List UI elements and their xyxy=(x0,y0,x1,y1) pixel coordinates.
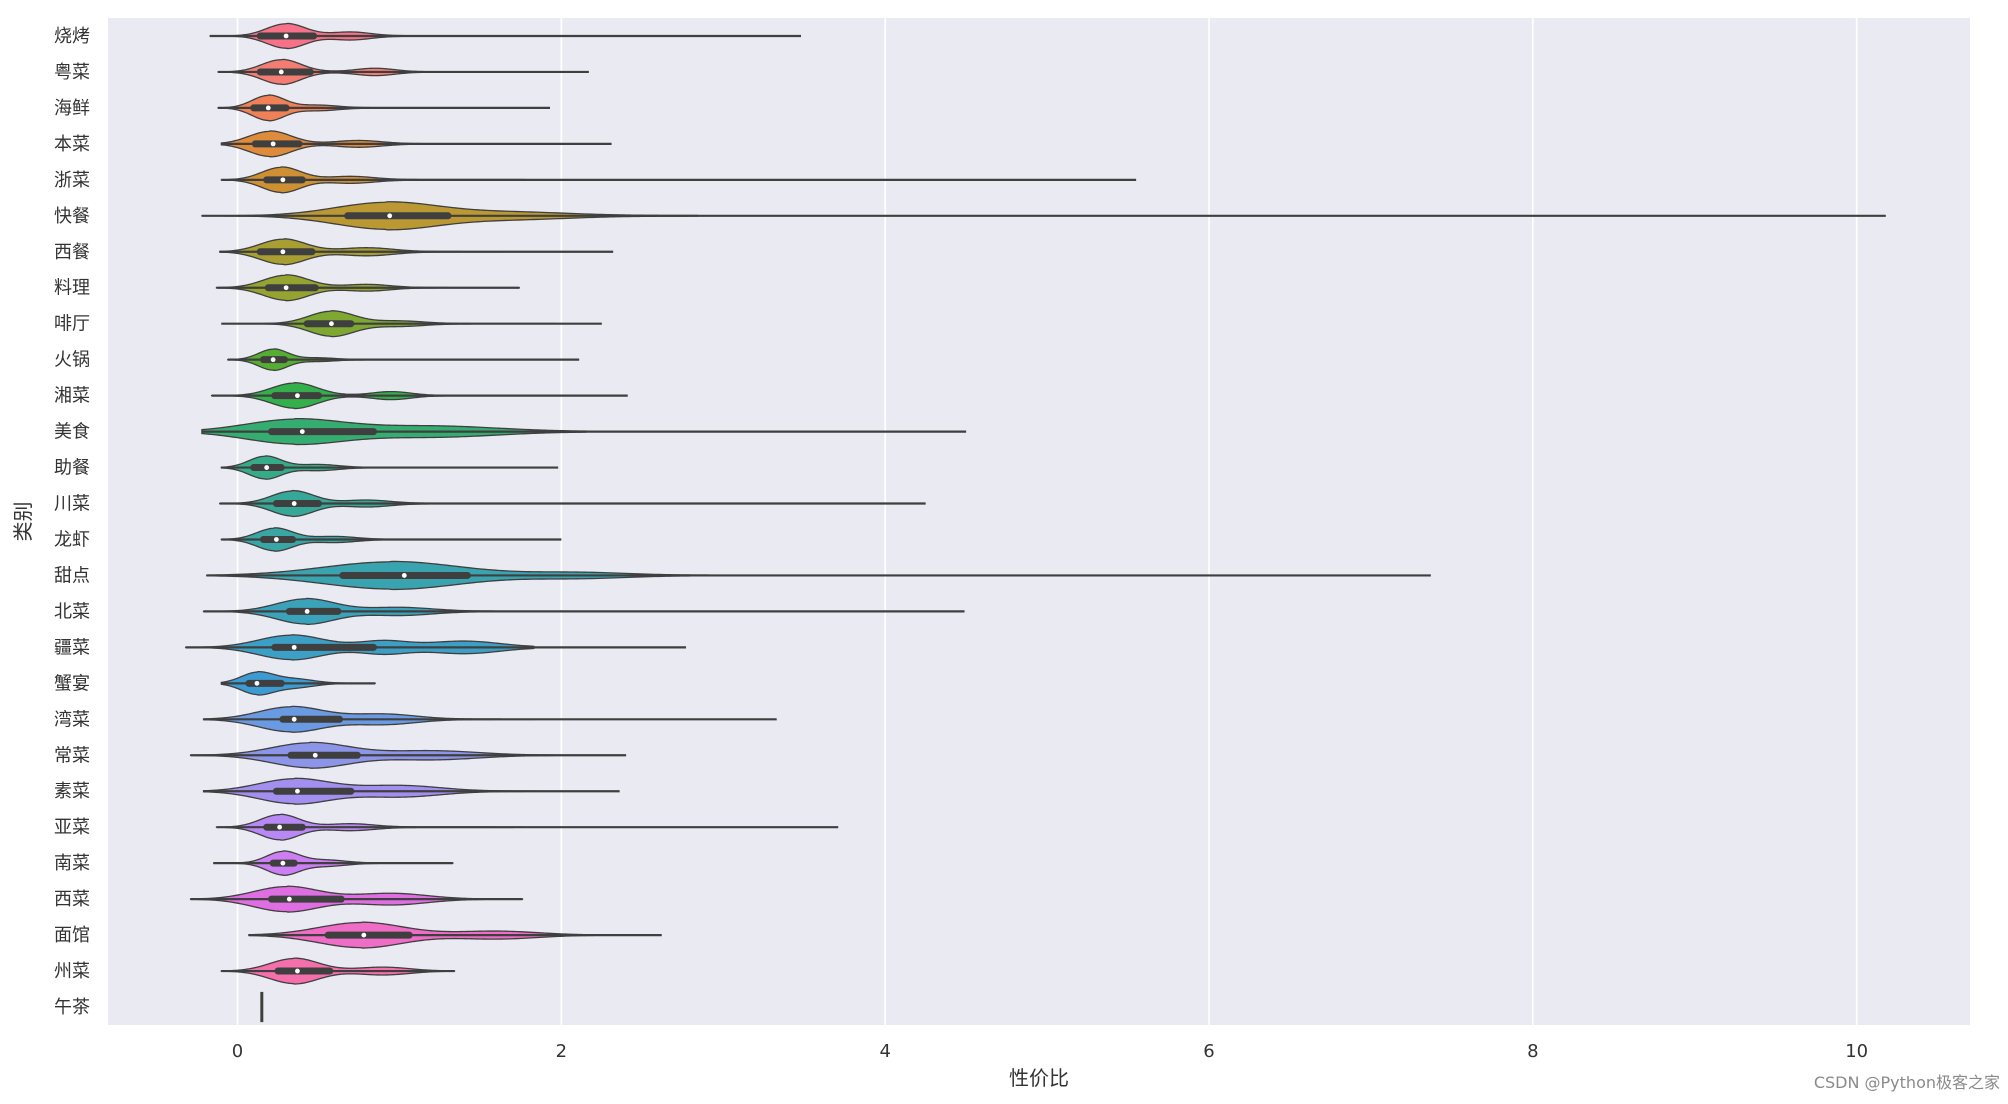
violin-面馆 xyxy=(248,921,662,949)
median-point xyxy=(361,932,367,938)
violin-海鲜 xyxy=(217,94,551,122)
violin-粤菜 xyxy=(217,58,589,86)
y-tick-label: 西菜 xyxy=(54,889,90,910)
y-tick-label: 州菜 xyxy=(54,961,90,982)
median-point xyxy=(280,860,286,866)
median-point xyxy=(304,609,310,614)
y-tick-label: 火锅 xyxy=(54,350,90,371)
y-tick-label: 素菜 xyxy=(54,781,90,802)
median-point xyxy=(264,465,270,470)
violin-常菜 xyxy=(189,741,627,769)
y-tick-label: 甜点 xyxy=(54,565,90,586)
violin-亚菜 xyxy=(215,813,839,841)
y-tick-label: 北菜 xyxy=(54,601,90,622)
median-point xyxy=(265,105,271,111)
y-tick-label: 湘菜 xyxy=(54,386,90,407)
x-tick-label: 8 xyxy=(1527,1041,1538,1062)
violin-湾菜 xyxy=(202,705,777,733)
y-tick-label: 川菜 xyxy=(54,494,90,515)
grid-lines xyxy=(236,18,1858,1025)
y-tick-label: 料理 xyxy=(54,278,90,299)
x-tick-label: 0 xyxy=(232,1041,243,1062)
y-tick-label: 亚菜 xyxy=(54,817,90,838)
x-tick-label: 2 xyxy=(556,1041,567,1062)
y-tick-label: 本菜 xyxy=(54,134,90,155)
violins xyxy=(185,22,1886,1023)
median-point xyxy=(278,69,284,75)
median-point xyxy=(286,896,292,902)
median-point xyxy=(280,177,286,183)
y-tick-label: 啡厅 xyxy=(54,314,90,335)
y-tick-label: 常菜 xyxy=(54,745,90,766)
median-point xyxy=(295,393,300,399)
violin-浙菜 xyxy=(220,166,1137,194)
median-point xyxy=(283,285,289,291)
x-tick-label: 6 xyxy=(1203,1041,1214,1062)
violin-啡厅 xyxy=(221,310,602,338)
y-tick-label: 浙菜 xyxy=(54,170,90,191)
x-tick-label: 10 xyxy=(1845,1041,1868,1062)
violin-疆菜 xyxy=(185,634,687,661)
violin-素菜 xyxy=(202,777,620,805)
violin-快餐 xyxy=(201,201,1886,231)
median-point xyxy=(270,357,276,363)
median-point xyxy=(329,321,334,327)
median-point xyxy=(295,968,300,974)
median-point xyxy=(291,644,297,650)
violin-湘菜 xyxy=(210,382,628,410)
violin-北菜 xyxy=(202,597,965,626)
y-tick-label: 面馆 xyxy=(54,925,90,946)
axes: 0 2 4 6 8 10 烧烤粤菜海鲜本菜浙菜快餐西餐料理啡厅火锅湘菜美食助餐川菜龙虾甜点北… xyxy=(54,26,1868,1062)
watermark: CSDN @Python极客之家 xyxy=(1814,1073,2000,1092)
x-tick-label: 4 xyxy=(879,1041,890,1062)
y-tick-label: 南菜 xyxy=(54,853,90,874)
median-point xyxy=(280,249,286,255)
y-tick-label: 助餐 xyxy=(54,458,90,479)
median-point xyxy=(291,501,297,506)
violin-烧烤 xyxy=(209,22,801,50)
median-point xyxy=(277,824,283,830)
median-point xyxy=(295,788,300,794)
violin-火锅 xyxy=(227,348,580,372)
violin-甜点 xyxy=(206,560,1431,591)
plot-area xyxy=(108,18,1970,1025)
y-tick-label: 蟹宴 xyxy=(54,672,90,694)
y-tick-label: 美食 xyxy=(54,422,90,443)
y-tick-label: 西餐 xyxy=(54,242,90,263)
median-point xyxy=(312,752,318,758)
y-tick-label: 粤菜 xyxy=(54,62,90,83)
median-point xyxy=(401,573,407,578)
violin-助餐 xyxy=(220,455,559,480)
violin-州菜 xyxy=(220,957,456,985)
median-point xyxy=(254,680,260,686)
median-point xyxy=(387,213,393,219)
y-tick-label: 湾菜 xyxy=(54,709,90,730)
y-axis-label: 类别 xyxy=(11,502,35,542)
violin-本菜 xyxy=(220,130,612,158)
median-point xyxy=(270,141,276,147)
violin-川菜 xyxy=(219,489,926,518)
violin-美食 xyxy=(201,417,967,446)
y-tick-label: 海鲜 xyxy=(54,98,90,119)
median-point xyxy=(273,537,279,542)
violin-西餐 xyxy=(219,238,614,266)
median-point xyxy=(291,716,297,722)
y-tick-label: 龙虾 xyxy=(54,529,90,550)
y-tick-label: 疆菜 xyxy=(54,637,90,658)
violin-蟹宴 xyxy=(220,670,376,696)
x-axis-label: 性价比 xyxy=(1009,1066,1069,1090)
violin-西菜 xyxy=(189,885,524,913)
violin-料理 xyxy=(215,274,520,302)
violin-南菜 xyxy=(213,850,454,877)
median-point xyxy=(283,33,289,39)
y-tick-label: 快餐 xyxy=(54,206,90,227)
y-tick-label: 午茶 xyxy=(54,997,90,1018)
y-tick-label: 烧烤 xyxy=(54,26,90,47)
median-point xyxy=(299,429,305,434)
violin-龙虾 xyxy=(220,527,562,552)
